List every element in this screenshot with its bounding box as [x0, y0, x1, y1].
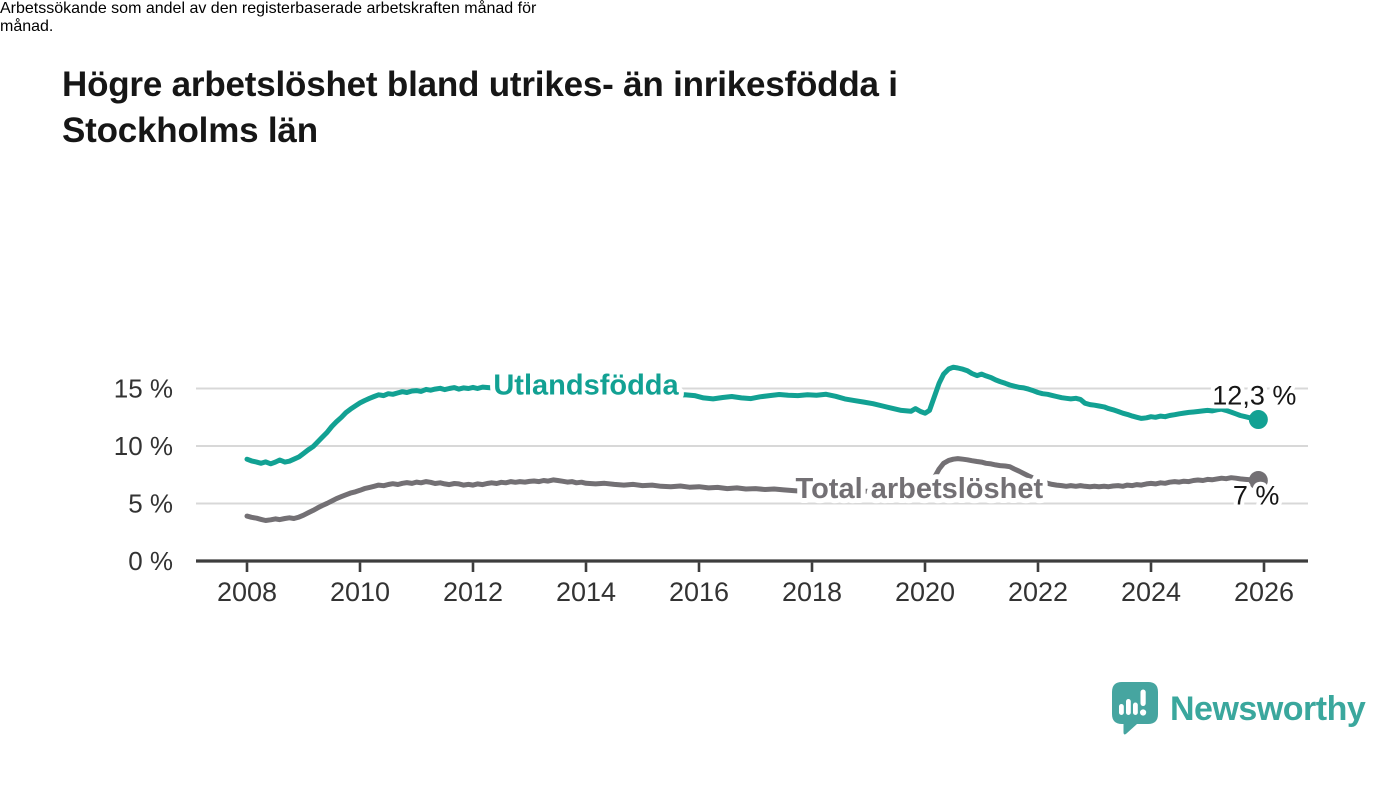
- series-label-utlandsfodda: Utlandsfödda: [493, 369, 679, 401]
- data-lines: [244, 364, 1261, 523]
- x-tick-label-2008: 2008: [217, 577, 277, 607]
- x-axis: 2008 2010 2012 2014 2016 2018 2020 2022 2024 2026: [196, 559, 1308, 607]
- chart-subtitle-line-1: Arbetssökande som andel av den registerb…: [0, 0, 537, 17]
- gridlines: 0 % 5 % 10 % 15 %: [114, 374, 1308, 576]
- x-tick-label-2022: 2022: [1008, 577, 1068, 607]
- x-tick-label-2010: 2010: [330, 577, 390, 607]
- x-tick-label-2018: 2018: [782, 577, 842, 607]
- logo-bar-2: [1126, 699, 1131, 715]
- newsworthy-logo: Newsworthy: [1112, 682, 1366, 736]
- x-tick-label-2012: 2012: [443, 577, 503, 607]
- chart-subtitle-line-2: månad.: [0, 18, 54, 35]
- y-tick-label-0: 0 %: [128, 546, 173, 576]
- chart-title-line-2: Stockholms län: [62, 111, 318, 150]
- logo-bar-3: [1133, 702, 1138, 715]
- newsworthy-logo-icon: [1112, 682, 1158, 735]
- newsworthy-logo-text: Newsworthy: [1170, 689, 1366, 728]
- series-inline-labels: Utlandsfödda Total arbetslöshet: [488, 364, 1048, 510]
- end-dot-total: [1248, 471, 1268, 490]
- series-label-total: Total arbetslöshet: [796, 473, 1044, 505]
- x-tick-label-2016: 2016: [669, 577, 729, 607]
- x-tick-label-2026: 2026: [1234, 577, 1294, 607]
- x-tick-label-2024: 2024: [1121, 577, 1181, 607]
- x-tick-label-2020: 2020: [895, 577, 955, 607]
- logo-exclamation-dot: [1140, 709, 1147, 716]
- end-value-labels: 12,3 % 7 %: [1208, 377, 1300, 515]
- y-tick-label-5: 5 %: [128, 489, 173, 519]
- chart-title-line-1: Högre arbetslöshet bland utrikes- än inr…: [62, 65, 898, 104]
- series-line-total: [244, 456, 1261, 523]
- logo-exclamation-bar: [1140, 689, 1146, 706]
- end-value-label-utlandsfodda: 12,3 %: [1212, 381, 1296, 411]
- y-tick-label-10: 10 %: [114, 431, 173, 461]
- series-line-utlandsfodda: [244, 364, 1261, 467]
- end-value-label-total: 7 %: [1233, 481, 1280, 511]
- chart-title: Högre arbetslöshet bland utrikes- än inr…: [62, 62, 898, 154]
- y-tick-label-15: 15 %: [114, 374, 173, 404]
- end-dot-utlandsfodda: [1248, 410, 1268, 430]
- logo-bar-1: [1119, 704, 1124, 715]
- x-tick-label-2014: 2014: [556, 577, 616, 607]
- end-dots: [1248, 410, 1268, 490]
